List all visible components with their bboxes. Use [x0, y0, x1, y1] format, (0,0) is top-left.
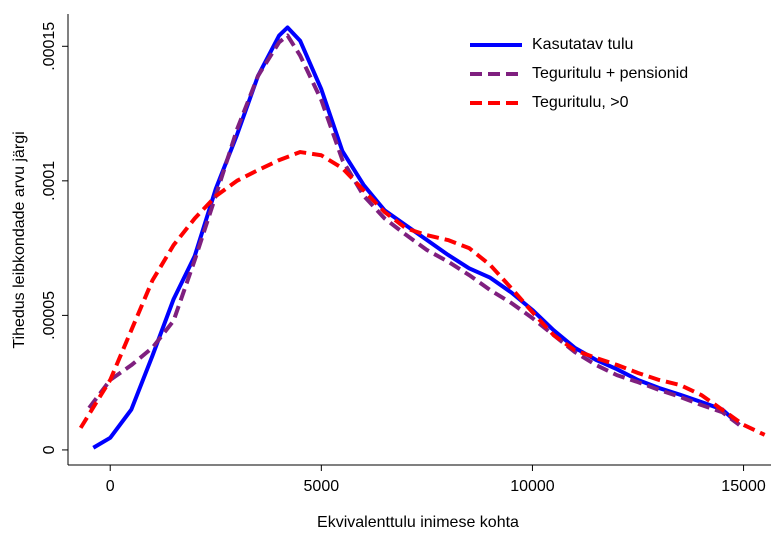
legend-label: Kasutatav tulu	[532, 36, 633, 53]
x-tick-label: 0	[106, 478, 115, 495]
series-line	[87, 33, 741, 427]
x-tick-label: 5000	[304, 478, 340, 495]
y-axis-title: Tihedus leibkondade arvu järgi	[11, 131, 28, 348]
legend-label: Teguritulu + pensionid	[532, 65, 688, 82]
legend-label: Teguritulu, >0	[532, 94, 629, 111]
y-tick-label: 0	[41, 445, 58, 454]
series-line	[92, 25, 741, 450]
x-axis-title: Ekvivalenttulu inimese kohta	[317, 514, 519, 531]
y-tick-label: .0001	[41, 161, 58, 201]
y-tick-label: .00005	[41, 291, 58, 340]
y-tick-label: .00015	[41, 22, 58, 71]
series-line	[78, 150, 766, 437]
x-tick-label: 10000	[510, 478, 555, 495]
x-tick-label: 15000	[721, 478, 766, 495]
